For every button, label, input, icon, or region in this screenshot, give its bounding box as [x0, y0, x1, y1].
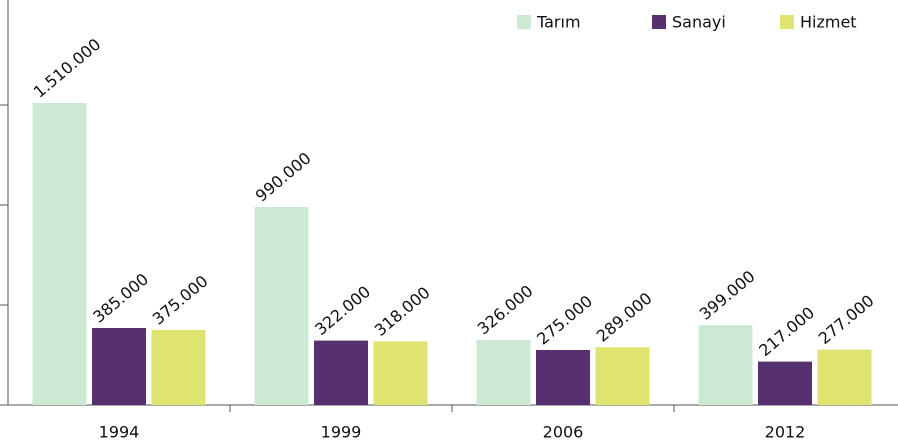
x-tick-label: 2006 — [543, 423, 584, 442]
bar — [151, 330, 206, 405]
legend-swatch — [780, 15, 794, 29]
value-label: 277.000 — [815, 291, 878, 348]
bar — [32, 103, 87, 405]
value-label: 385.000 — [89, 269, 152, 326]
value-label: 275.000 — [533, 291, 596, 348]
x-tick-label: 1999 — [321, 423, 362, 442]
bar — [373, 341, 428, 405]
value-label: 289.000 — [593, 289, 656, 346]
value-label: 217.000 — [755, 303, 818, 360]
bar — [536, 350, 590, 405]
bar — [758, 361, 812, 405]
bar — [817, 349, 872, 405]
value-label: 1.510.000 — [30, 35, 105, 102]
legend-swatch — [517, 15, 531, 29]
bar — [314, 340, 368, 405]
bar — [92, 328, 146, 405]
value-label: 990.000 — [252, 148, 315, 205]
value-label: 318.000 — [371, 283, 434, 340]
value-label: 375.000 — [149, 271, 212, 328]
legend-label: Tarım — [536, 13, 581, 32]
bar — [595, 347, 650, 405]
legend-swatch — [652, 15, 666, 29]
bar — [476, 339, 531, 405]
bar — [254, 207, 309, 405]
bar — [698, 325, 753, 405]
legend-label: Sanayi — [672, 13, 726, 32]
x-tick-label: 1994 — [99, 423, 140, 442]
value-label: 326.000 — [474, 281, 537, 338]
value-label: 399.000 — [696, 267, 759, 324]
x-tick-label: 2012 — [765, 423, 806, 442]
value-label: 322.000 — [311, 282, 374, 339]
legend-label: Hizmet — [800, 13, 857, 32]
